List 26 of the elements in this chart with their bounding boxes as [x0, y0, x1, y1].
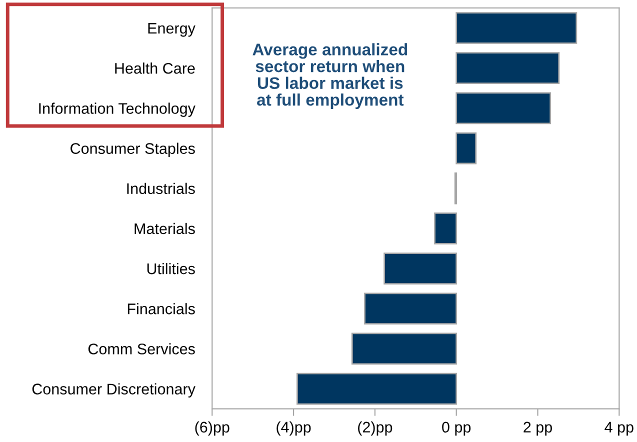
bar [351, 332, 458, 365]
bar [456, 52, 560, 84]
bar [456, 92, 552, 124]
y-tick-label: Health Care [115, 62, 195, 74]
x-tick-label: (4)pp [276, 421, 311, 436]
bar [364, 292, 458, 325]
x-tick-label: (6)pp [195, 421, 230, 436]
bar [456, 12, 578, 44]
y-tick-label: Consumer Discretionary [32, 383, 196, 398]
bar [456, 132, 477, 164]
text: Average annualized sector return when US labor market is at full employment [252, 43, 408, 110]
x-tick-label: (2)pp [358, 421, 392, 436]
y-tick-label: Industrials [127, 182, 195, 194]
y-tick-label: Financials [128, 303, 195, 314]
bar [434, 212, 458, 244]
y-tick-label: Utilities [147, 263, 195, 274]
y-tick-label: Information Technology [39, 102, 196, 117]
y-tick-label: Comm Services [88, 343, 195, 354]
bar [296, 372, 458, 405]
y-tick-label: Energy [148, 23, 196, 37]
x-tick-label: 0 pp [442, 422, 471, 436]
x-tick-label: 2 pp [524, 422, 552, 436]
y-tick-label: Consumer Staples [70, 142, 195, 157]
x-tick-label: 4 pp [604, 422, 634, 436]
y-tick-label: Materials [134, 222, 195, 234]
bar [384, 252, 458, 284]
